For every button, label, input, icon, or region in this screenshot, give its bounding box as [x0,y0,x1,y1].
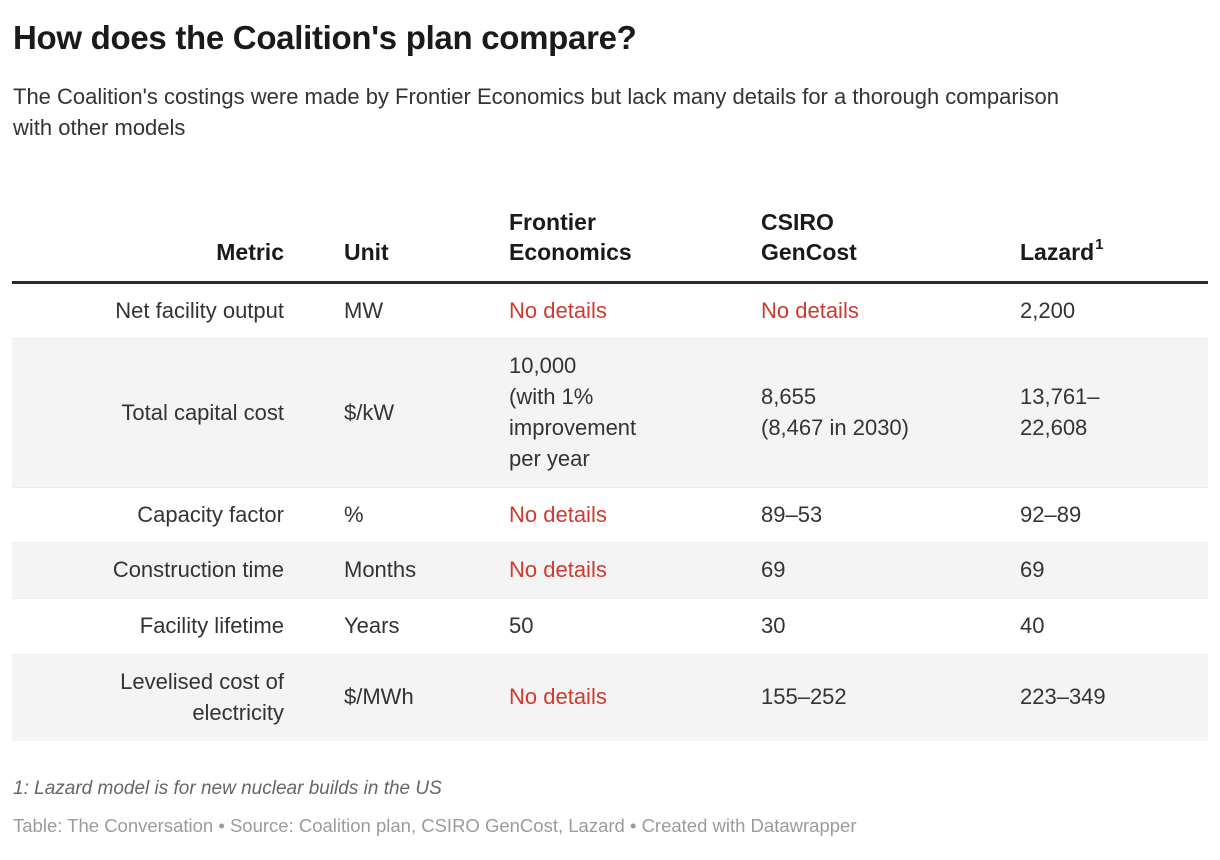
table-row: Net facility output MW No details No det… [12,282,1208,339]
frontier-economics-cell: No details [509,684,607,710]
column-header-lazard-label: Lazard [1020,238,1095,265]
unit-cell: MW [344,297,384,323]
lazard-cell: 2,200 [1020,297,1076,323]
table-header: Metric Unit Frontier Economics CSIRO Gen… [12,208,1208,283]
frontier-economics-cell: 50 [509,613,534,639]
column-header-frontier-economics: Frontier Economics [509,208,632,265]
footnote-marker: 1 [1095,236,1104,254]
csiro-gencost-cell: No details [761,297,859,323]
frontier-economics-cell: No details [509,501,607,527]
unit-cell: Months [344,557,417,583]
metric-cell: Net facility output [115,297,284,323]
unit-cell: $/MWh [344,684,414,710]
csiro-gencost-cell: 8,655 (8,467 in 2030) [761,384,909,441]
footnote-text: 1: Lazard model is for new nuclear build… [13,777,442,799]
lazard-cell: 13,761– 22,608 [1020,384,1100,441]
column-header-lazard: Lazard1 [1008,208,1208,282]
table-row: Capacity factor % No details 89–53 92–89 [12,487,1208,543]
metric-cell: Total capital cost [121,399,284,425]
csiro-gencost-cell: 69 [761,557,786,583]
frontier-economics-cell: 10,000 (with 1% improvement per year [509,353,637,471]
comparison-table: Metric Unit Frontier Economics CSIRO Gen… [12,208,1208,741]
metric-cell: Capacity factor [137,501,284,527]
table-header-row: Metric Unit Frontier Economics CSIRO Gen… [12,208,1208,283]
lazard-cell: 92–89 [1020,501,1082,527]
unit-cell: % [344,501,364,527]
metric-cell: Levelised cost of electricity [120,669,284,725]
page-title: How does the Coalition's plan compare? [13,19,637,56]
metric-cell: Facility lifetime [139,613,284,639]
frontier-economics-cell: No details [509,297,607,323]
lazard-cell: 69 [1020,557,1045,583]
metric-cell: Construction time [112,557,284,583]
column-header-metric: Metric [216,238,284,265]
column-header-csiro-gencost: CSIRO GenCost [761,208,857,265]
table-row: Levelised cost of electricity $/MWh No d… [12,654,1208,741]
table-row: Facility lifetime Years 50 30 40 [12,598,1208,655]
page-subtitle: The Coalition's costings were made by Fr… [13,84,1060,141]
csiro-gencost-cell: 89–53 [761,501,823,527]
table-row: Total capital cost $/kW 10,000 (with 1% … [12,338,1208,488]
lazard-cell: 40 [1020,613,1045,639]
lazard-cell: 223–349 [1020,684,1106,710]
unit-cell: $/kW [344,399,395,425]
csiro-gencost-cell: 30 [761,613,786,639]
column-header-unit: Unit [344,238,389,265]
attribution-line: Table: The Conversation • Source: Coalit… [13,815,857,837]
table-row: Construction time Months No details 69 6… [12,542,1208,599]
frontier-economics-cell: No details [509,557,607,583]
csiro-gencost-cell: 155–252 [761,684,847,710]
table-body: Net facility output MW No details No det… [12,282,1208,741]
unit-cell: Years [344,613,400,639]
